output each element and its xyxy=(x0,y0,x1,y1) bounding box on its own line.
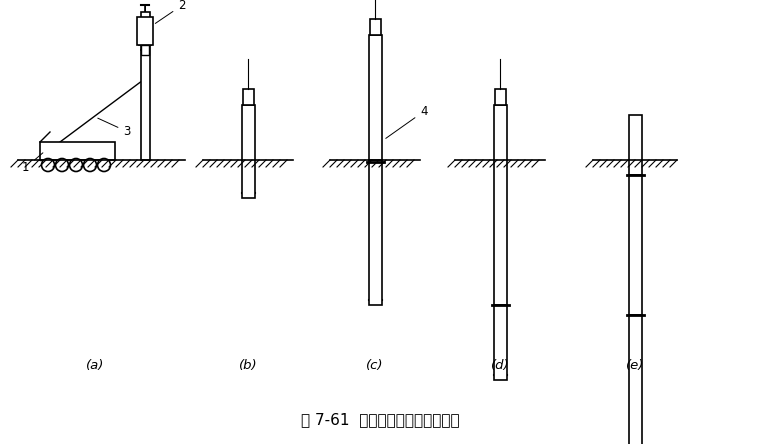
Text: (c): (c) xyxy=(366,358,384,372)
Circle shape xyxy=(69,159,83,171)
Bar xyxy=(141,12,150,160)
Bar xyxy=(369,19,381,35)
Text: 1: 1 xyxy=(22,153,43,174)
Bar xyxy=(495,89,505,105)
Bar xyxy=(137,17,153,45)
Bar xyxy=(493,105,506,305)
Bar xyxy=(493,305,506,380)
Text: 3: 3 xyxy=(98,118,131,138)
Bar xyxy=(629,315,641,444)
Text: 2: 2 xyxy=(155,0,185,24)
Text: (a): (a) xyxy=(86,358,104,372)
Bar xyxy=(629,115,641,175)
Bar xyxy=(242,105,255,198)
Bar xyxy=(369,160,382,305)
Bar xyxy=(629,175,641,315)
Text: 图 7-61  预应力管桩施工工艺流程: 图 7-61 预应力管桩施工工艺流程 xyxy=(301,412,459,428)
Bar xyxy=(141,45,149,55)
Circle shape xyxy=(97,159,110,171)
Text: (d): (d) xyxy=(491,358,509,372)
Bar xyxy=(40,142,115,160)
Circle shape xyxy=(84,159,97,171)
Bar xyxy=(242,89,254,105)
Bar xyxy=(369,35,382,160)
Text: (b): (b) xyxy=(239,358,258,372)
Text: (e): (e) xyxy=(625,358,644,372)
Circle shape xyxy=(55,159,68,171)
Circle shape xyxy=(42,159,55,171)
Text: 4: 4 xyxy=(386,105,427,139)
